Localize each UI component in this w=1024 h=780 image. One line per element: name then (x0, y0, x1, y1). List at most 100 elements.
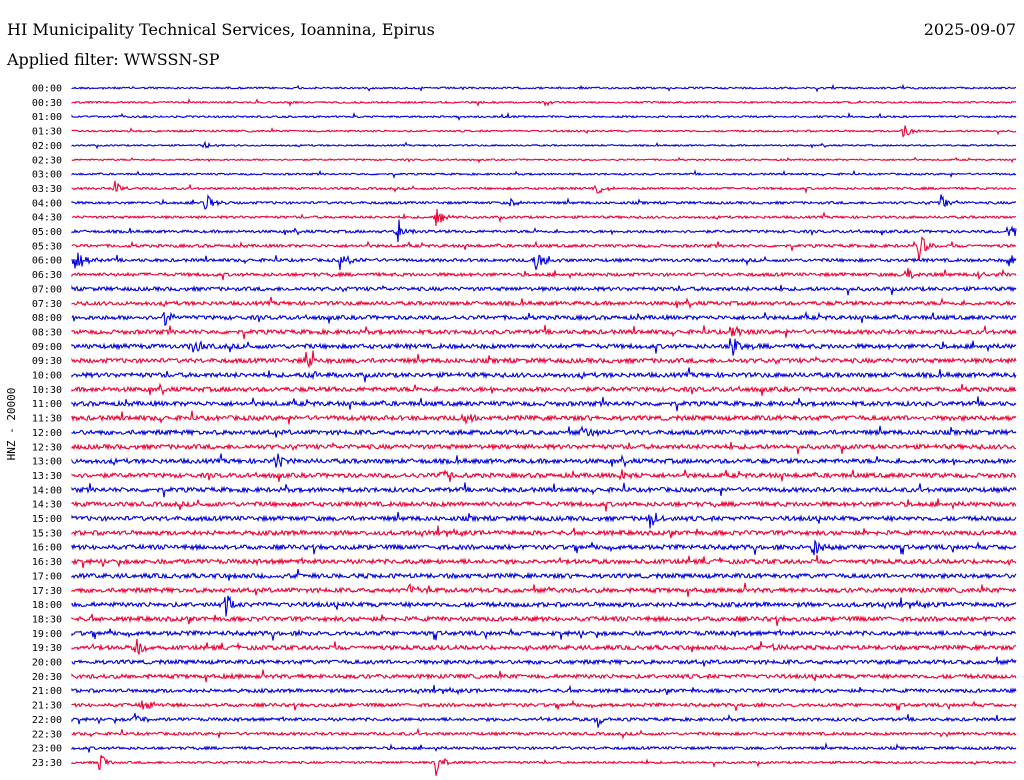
trace-row-0330 (71, 180, 1017, 195)
trace-row-0000 (71, 83, 1017, 93)
row-time-label: 18:30 (32, 614, 62, 625)
row-time-label: 11:00 (32, 399, 62, 410)
trace-row-2030 (71, 669, 1017, 683)
trace-row-1430 (71, 498, 1017, 512)
row-time-label: 18:00 (32, 600, 62, 611)
trace-row-2000 (71, 656, 1017, 667)
channel-label: HNZ - 20000 (5, 388, 18, 461)
row-time-label: 07:00 (32, 284, 62, 295)
row-time-label: 23:30 (32, 758, 62, 769)
row-time-label: 19:00 (32, 629, 62, 640)
row-time-label: 13:30 (32, 471, 62, 482)
trace-row-2100 (71, 684, 1017, 696)
row-time-label: 05:30 (32, 241, 62, 252)
trace-row-1500 (71, 511, 1017, 529)
trace-row-1700 (71, 569, 1017, 581)
trace-row-0500 (71, 219, 1017, 243)
trace-row-0730 (71, 296, 1017, 310)
trace-row-0230 (71, 156, 1017, 164)
trace-row-1400 (71, 482, 1017, 498)
trace-row-1900 (71, 627, 1017, 641)
trace-row-1930 (71, 638, 1017, 655)
trace-row-1730 (71, 582, 1017, 597)
trace-row-1330 (71, 469, 1017, 483)
trace-row-1300 (71, 453, 1017, 469)
row-time-label: 23:00 (32, 744, 62, 755)
trace-row-2200 (71, 713, 1016, 728)
row-time-label: 06:00 (32, 256, 62, 267)
row-time-label: 09:30 (32, 356, 62, 367)
trace-row-2130 (71, 699, 1017, 711)
row-time-label: 08:00 (32, 313, 62, 324)
row-time-label: 04:00 (32, 198, 62, 209)
row-time-label: 22:00 (32, 715, 62, 726)
trace-row-2330 (71, 754, 1017, 776)
trace-row-1030 (71, 382, 1017, 397)
trace-row-2230 (71, 727, 1017, 740)
trace-row-0430 (72, 208, 1017, 227)
row-time-label: 07:30 (32, 299, 62, 310)
row-time-label: 20:30 (32, 672, 62, 683)
row-time-label: 01:00 (32, 112, 62, 123)
plot-date: 2025-09-07 (923, 20, 1016, 39)
row-time-label: 11:30 (32, 414, 62, 425)
trace-row-0830 (71, 324, 1017, 340)
trace-row-0100 (71, 111, 1017, 122)
trace-row-1000 (71, 367, 1017, 383)
time-label-layer: 00:00 00:30 01:00 01:30 02:00 02:30 03:00 03:30… (32, 84, 62, 769)
trace-row-1100 (71, 396, 1017, 412)
row-time-label: 01:30 (32, 127, 62, 138)
trace-row-1800 (71, 595, 1017, 617)
row-time-label: 15:00 (32, 514, 62, 525)
trace-row-0400 (71, 193, 1017, 210)
row-time-label: 14:30 (32, 500, 62, 511)
row-time-label: 12:00 (32, 428, 62, 439)
row-time-label: 13:00 (32, 457, 62, 468)
row-time-label: 16:30 (32, 557, 62, 568)
trace-row-1630 (71, 554, 1017, 569)
trace-row-0930 (71, 350, 1017, 369)
trace-row-0700 (71, 284, 1017, 296)
row-time-label: 10:30 (32, 385, 62, 396)
row-time-label: 09:00 (32, 342, 62, 353)
trace-row-1530 (71, 525, 1017, 539)
row-time-label: 03:30 (32, 184, 62, 195)
trace-row-0900 (71, 338, 1017, 356)
row-time-label: 21:00 (32, 686, 62, 697)
row-time-label: 06:30 (32, 270, 62, 281)
trace-row-2300 (71, 741, 1017, 753)
trace-row-0200 (71, 140, 1017, 150)
trace-row-0630 (71, 267, 1017, 281)
row-time-label: 03:00 (32, 170, 62, 181)
trace-row-1230 (71, 441, 1017, 455)
trace-row-1830 (71, 613, 1017, 627)
row-time-label: 17:30 (32, 586, 62, 597)
row-time-label: 04:30 (32, 213, 62, 224)
row-time-label: 02:30 (32, 155, 62, 166)
row-time-label: 22:30 (32, 729, 62, 740)
trace-row-1200 (71, 425, 1017, 438)
trace-row-1130 (71, 410, 1017, 426)
trace-layer (71, 83, 1017, 776)
station-title: HI Municipality Technical Services, Ioan… (7, 20, 435, 39)
row-time-label: 05:00 (32, 227, 62, 238)
trace-row-0530 (71, 236, 1017, 262)
trace-row-0600 (71, 252, 1017, 271)
row-time-label: 15:30 (32, 528, 62, 539)
trace-row-0300 (71, 169, 1017, 179)
row-time-label: 12:30 (32, 442, 62, 453)
row-time-label: 14:00 (32, 485, 62, 496)
row-time-label: 10:00 (32, 371, 62, 382)
row-time-label: 00:30 (32, 98, 62, 109)
row-time-label: 00:00 (32, 84, 62, 95)
row-time-label: 16:00 (32, 543, 62, 554)
trace-row-0800 (71, 310, 1017, 327)
row-time-label: 17:00 (32, 571, 62, 582)
trace-row-0130 (71, 125, 1017, 138)
row-time-label: 02:00 (32, 141, 62, 152)
row-time-label: 21:30 (32, 701, 62, 712)
filter-label: Applied filter: WWSSN-SP (7, 50, 220, 69)
trace-row-0030 (71, 97, 1017, 108)
row-time-label: 19:30 (32, 643, 62, 654)
